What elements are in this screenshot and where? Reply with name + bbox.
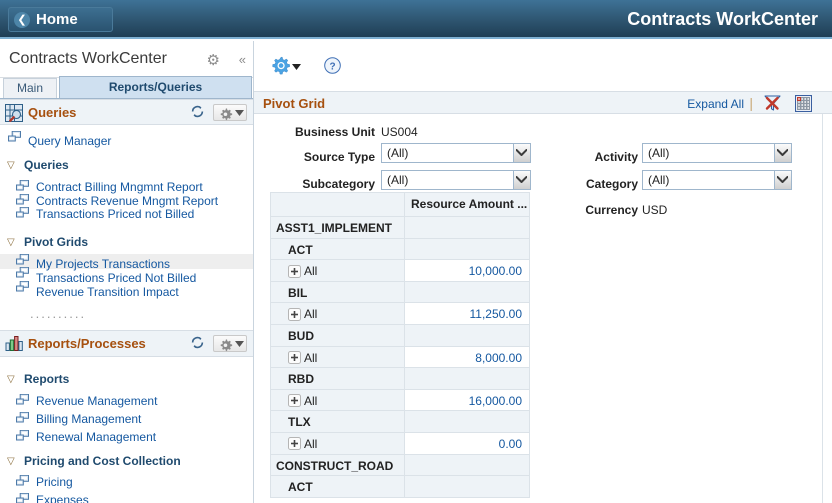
svg-text:?: ? [329, 61, 335, 72]
